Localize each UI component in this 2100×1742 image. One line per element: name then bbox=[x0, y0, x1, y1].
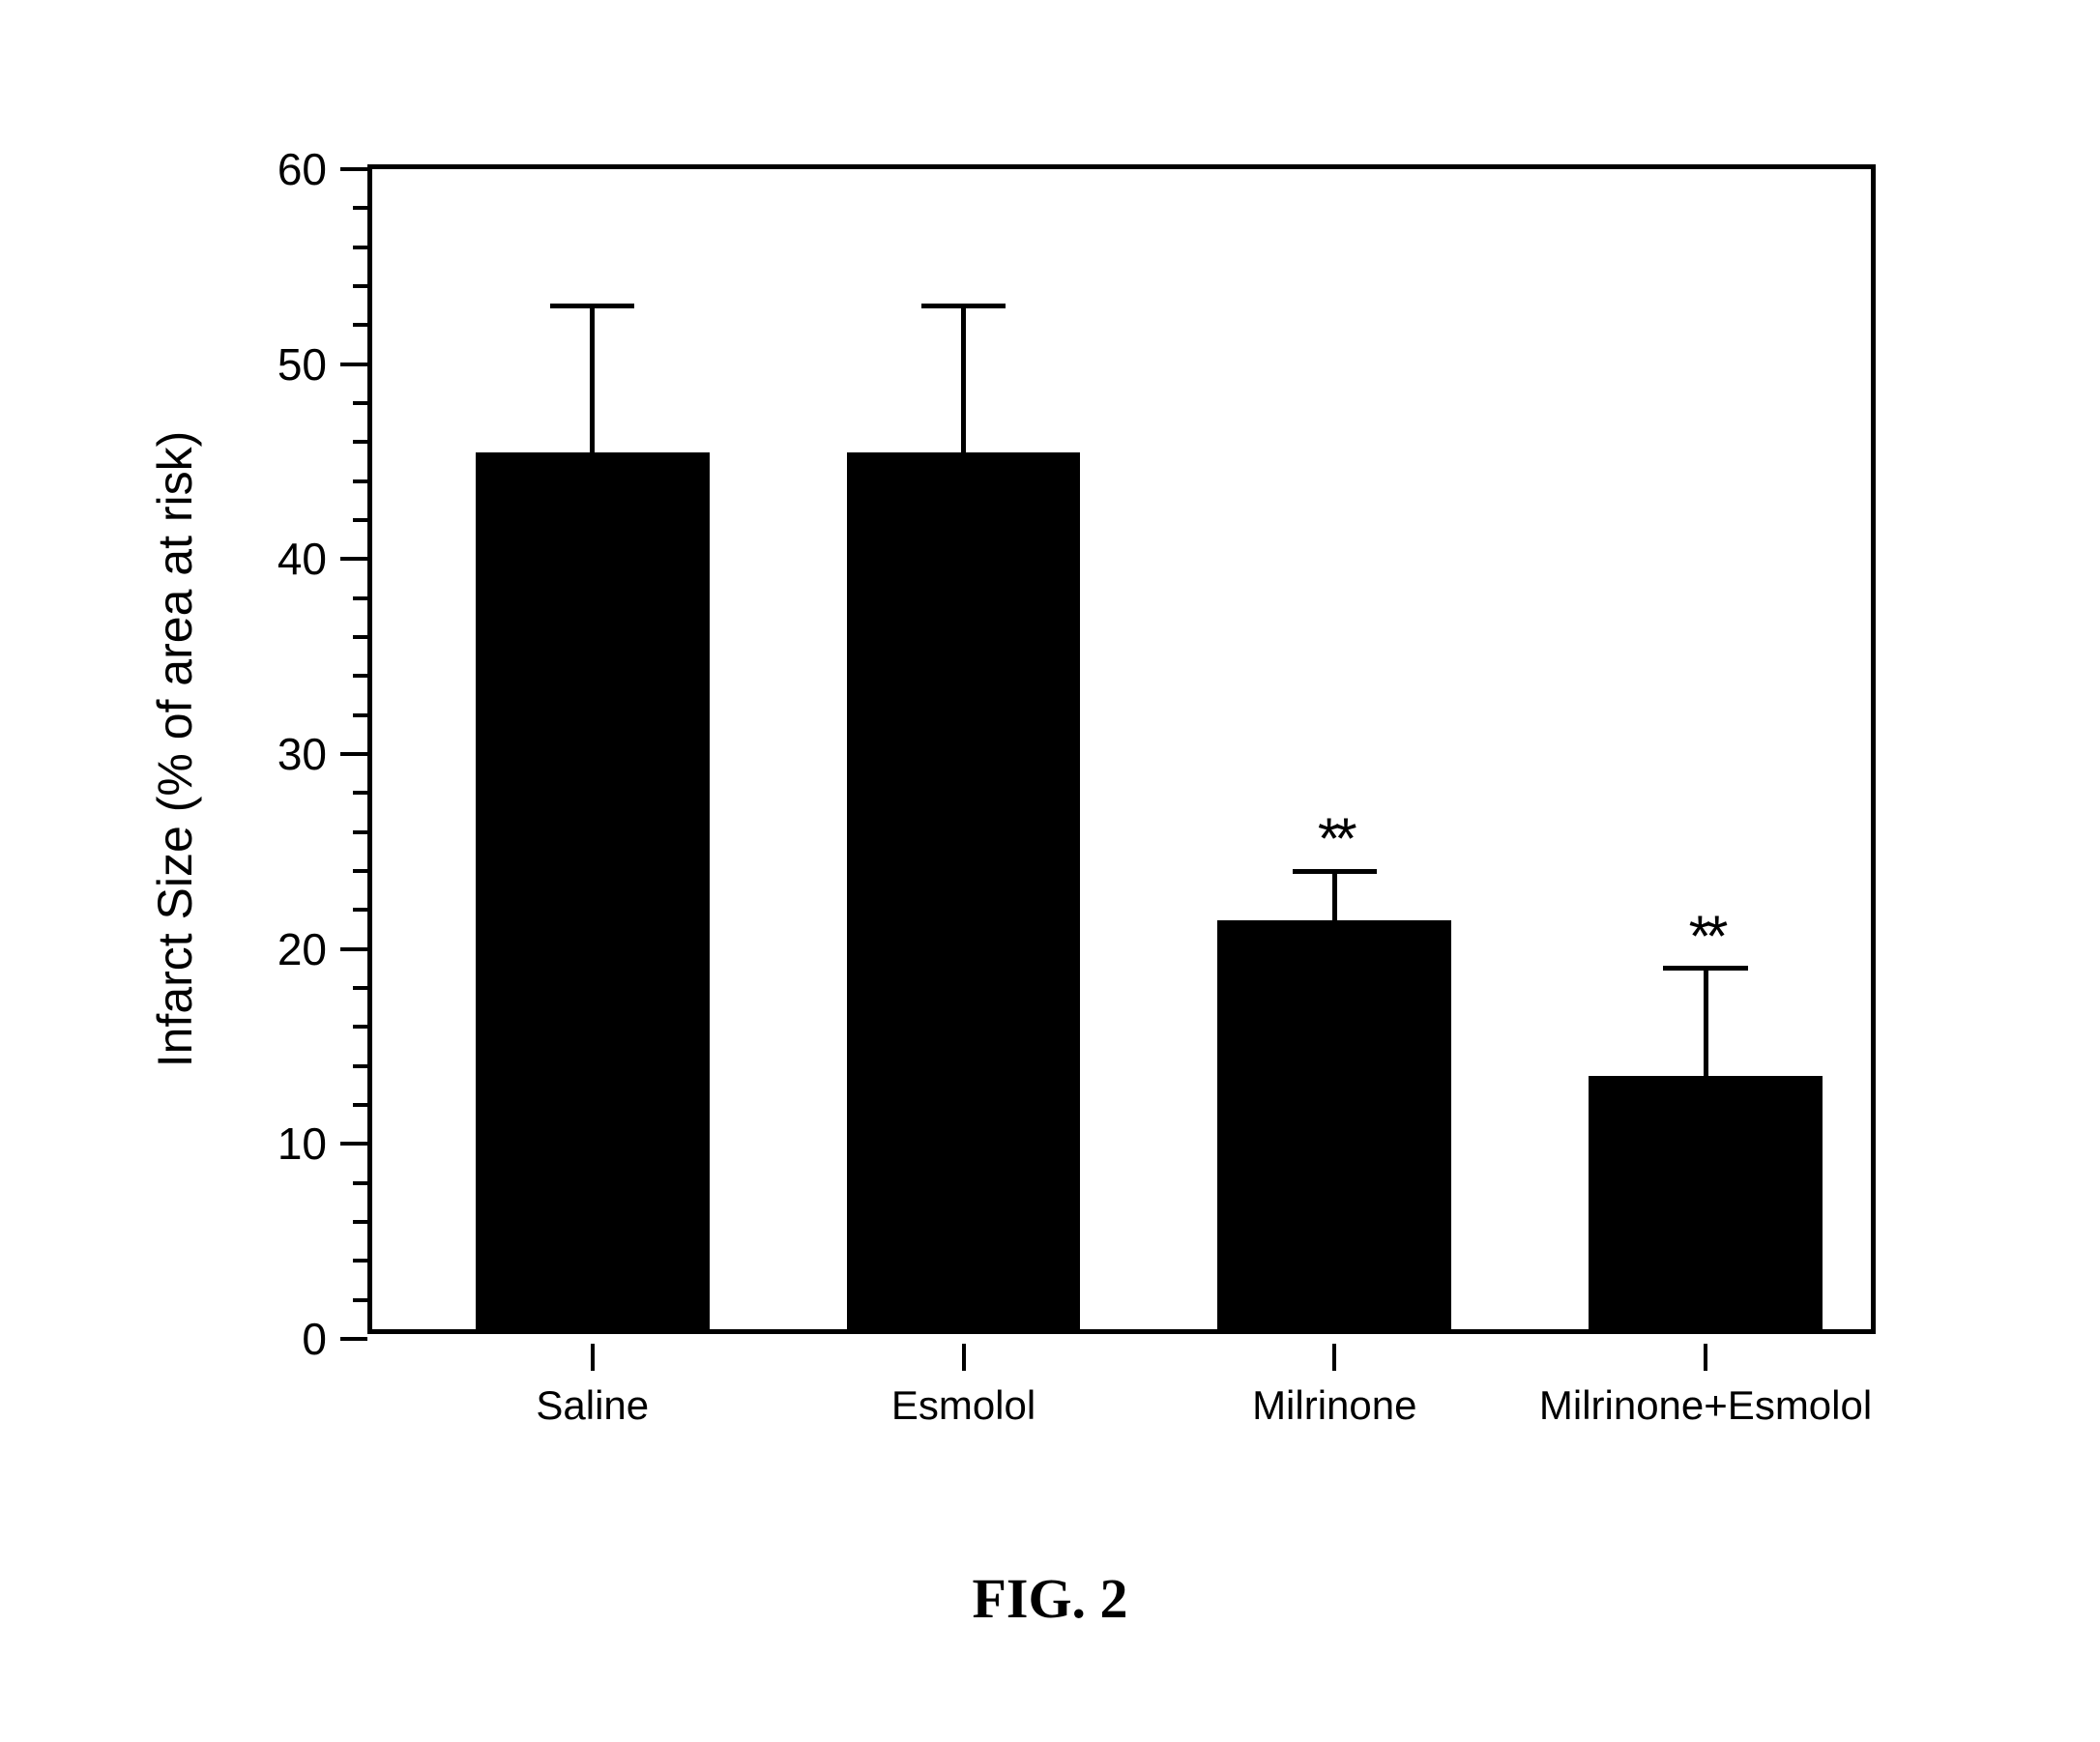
y-minor-tick bbox=[353, 986, 367, 990]
y-tick-label: 60 bbox=[277, 143, 327, 195]
y-tick-label: 20 bbox=[277, 923, 327, 975]
y-minor-tick bbox=[353, 635, 367, 639]
y-minor-tick bbox=[353, 830, 367, 834]
y-minor-tick bbox=[353, 674, 367, 678]
y-axis-label: Infarct Size (% of area at risk) bbox=[147, 431, 203, 1068]
y-major-tick bbox=[340, 1337, 367, 1341]
y-minor-tick bbox=[353, 1103, 367, 1107]
error-bar-stem bbox=[961, 305, 966, 461]
y-minor-tick bbox=[353, 1259, 367, 1263]
y-minor-tick bbox=[353, 1064, 367, 1068]
y-minor-tick bbox=[353, 1220, 367, 1224]
bar bbox=[847, 452, 1081, 1330]
y-minor-tick bbox=[353, 908, 367, 912]
y-minor-tick bbox=[353, 1025, 367, 1029]
figure-canvas: ** ** Infarct Size (% of area at risk) FI… bbox=[0, 0, 2100, 1742]
y-minor-tick bbox=[353, 440, 367, 444]
y-minor-tick bbox=[353, 284, 367, 288]
y-major-tick bbox=[340, 1142, 367, 1146]
y-minor-tick bbox=[353, 1181, 367, 1185]
significance-marker: ** bbox=[1689, 903, 1723, 970]
bar bbox=[1217, 920, 1451, 1330]
y-minor-tick bbox=[353, 596, 367, 600]
y-tick-label: 10 bbox=[277, 1118, 327, 1170]
x-tick bbox=[1332, 1344, 1336, 1371]
y-major-tick bbox=[340, 557, 367, 561]
y-major-tick bbox=[340, 752, 367, 756]
x-tick bbox=[591, 1344, 595, 1371]
x-tick bbox=[962, 1344, 966, 1371]
y-minor-tick bbox=[353, 323, 367, 327]
bar bbox=[476, 452, 710, 1330]
y-minor-tick bbox=[353, 1298, 367, 1302]
figure-caption: FIG. 2 bbox=[972, 1566, 1127, 1631]
y-minor-tick bbox=[353, 869, 367, 873]
x-tick-label: Milrinone bbox=[1252, 1382, 1416, 1429]
y-tick-label: 40 bbox=[277, 533, 327, 585]
error-bar-cap bbox=[921, 304, 1006, 308]
x-tick-label: Esmolol bbox=[891, 1382, 1035, 1429]
x-tick-label: Milrinone+Esmolol bbox=[1539, 1382, 1872, 1429]
y-tick-label: 30 bbox=[277, 728, 327, 780]
significance-marker: ** bbox=[1318, 805, 1352, 872]
bar bbox=[1589, 1076, 1823, 1329]
y-major-tick bbox=[340, 947, 367, 951]
y-tick-label: 0 bbox=[302, 1313, 327, 1365]
y-minor-tick bbox=[353, 713, 367, 717]
error-bar-cap bbox=[550, 304, 634, 308]
y-major-tick bbox=[340, 167, 367, 171]
y-minor-tick bbox=[353, 206, 367, 210]
error-bar-stem bbox=[590, 305, 595, 461]
y-tick-label: 50 bbox=[277, 338, 327, 391]
y-minor-tick bbox=[353, 791, 367, 795]
y-minor-tick bbox=[353, 401, 367, 405]
error-bar-stem bbox=[1332, 871, 1337, 930]
y-minor-tick bbox=[353, 246, 367, 249]
error-bar-stem bbox=[1704, 969, 1708, 1086]
plot-frame: ** ** bbox=[367, 164, 1876, 1334]
x-tick bbox=[1704, 1344, 1707, 1371]
x-tick-label: Saline bbox=[536, 1382, 649, 1429]
plot-area: ** ** bbox=[372, 169, 1871, 1329]
y-minor-tick bbox=[353, 518, 367, 522]
y-major-tick bbox=[340, 363, 367, 366]
y-minor-tick bbox=[353, 479, 367, 483]
